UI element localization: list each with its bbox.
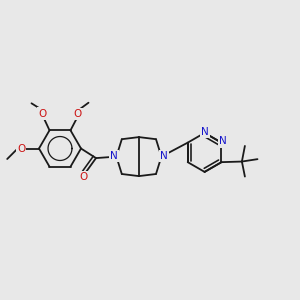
Text: O: O: [80, 172, 88, 182]
Text: N: N: [110, 151, 118, 161]
Text: O: O: [38, 109, 47, 118]
Text: O: O: [17, 143, 25, 154]
Text: N: N: [219, 136, 226, 146]
Text: N: N: [201, 127, 208, 137]
Text: N: N: [160, 151, 168, 161]
Text: O: O: [74, 109, 82, 119]
